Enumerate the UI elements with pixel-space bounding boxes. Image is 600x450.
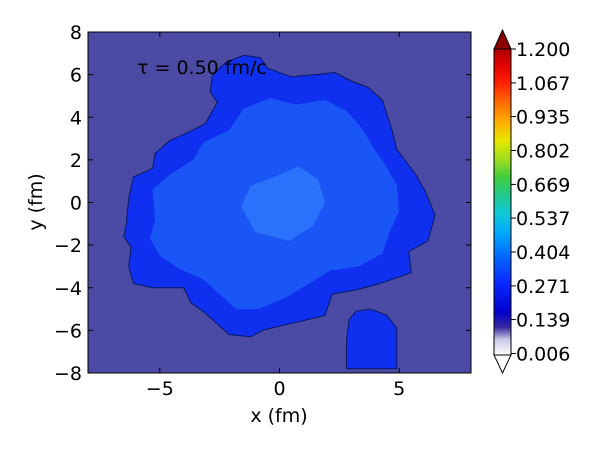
colorbar: 1.200 1.067 0.935 0.802 0.669 0.537 0.404 0.271… [493, 28, 570, 375]
y-tick-label: 8 [70, 22, 82, 44]
x-tick-labels: −5 0 5 [146, 378, 405, 400]
colorbar-tick-label: 0.802 [516, 140, 570, 162]
colorbar-tick-label: 0.669 [516, 174, 570, 196]
plot-frame [87, 31, 472, 374]
density-regions [123, 54, 436, 370]
x-tick-label: 5 [393, 378, 405, 400]
y-tick-label: −4 [54, 278, 82, 300]
y-tick-label: −8 [54, 363, 82, 385]
colorbar-tick-label: 1.067 [516, 73, 570, 95]
density-region-3 [241, 166, 325, 241]
y-tick-label: 0 [70, 193, 82, 215]
colorbar-tick-label: 0.139 [516, 310, 570, 332]
colorbar-extend-bottom [493, 354, 512, 375]
y-tick-label: −6 [54, 320, 82, 342]
y-tick-labels: 8 6 4 2 0 −2 −4 −6 −8 [54, 22, 82, 385]
colorbar-tick-label: 1.200 [516, 39, 570, 61]
x-axis-label: x (fm) [250, 405, 307, 427]
colorbar-tick-label: 0.935 [516, 107, 570, 129]
colorbar-tick-label: 0.006 [516, 343, 570, 365]
colorbar-extend-top [493, 28, 512, 50]
y-tick-label: 6 [70, 65, 82, 87]
colorbar-gradient [493, 48, 512, 356]
time-annotation: τ = 0.50 fm/c [137, 57, 267, 79]
colorbar-ticks: 1.200 1.067 0.935 0.802 0.669 0.537 0.404 0.271… [511, 39, 570, 365]
colorbar-tick-label: 0.537 [516, 208, 570, 230]
colorbar-tick-label: 0.271 [516, 276, 570, 298]
axis-ticks [88, 31, 471, 374]
y-tick-label: 4 [70, 107, 82, 129]
x-tick-label: 0 [273, 378, 285, 400]
y-tick-label: 2 [70, 150, 82, 172]
y-axis-label: y (fm) [25, 173, 47, 230]
x-tick-label: −5 [146, 378, 174, 400]
density-region-1 [346, 308, 398, 370]
y-tick-label: −2 [54, 235, 82, 257]
colorbar-tick-label: 0.404 [516, 242, 570, 264]
